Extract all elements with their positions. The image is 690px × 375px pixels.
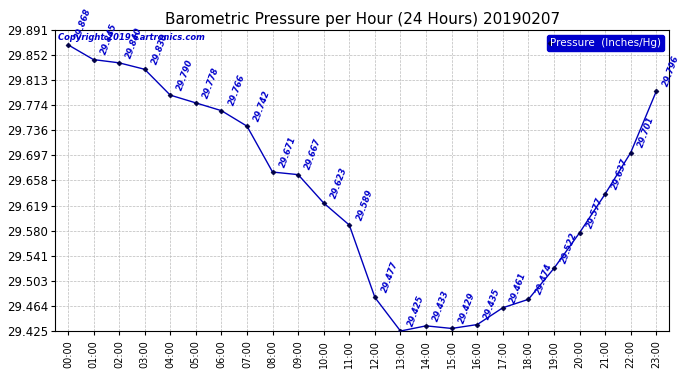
Pressure  (Inches/Hg) [217, 108, 226, 113]
Pressure  (Inches/Hg) [192, 100, 200, 105]
Pressure  (Inches/Hg) [115, 61, 124, 65]
Text: 29.868: 29.868 [73, 8, 93, 41]
Pressure  (Inches/Hg) [524, 297, 533, 302]
Text: 29.435: 29.435 [483, 287, 502, 321]
Pressure  (Inches/Hg) [294, 172, 302, 177]
Text: 29.766: 29.766 [227, 74, 246, 107]
Text: 29.477: 29.477 [380, 260, 400, 294]
Text: 29.461: 29.461 [509, 271, 528, 304]
Pressure  (Inches/Hg) [166, 93, 175, 98]
Text: 29.742: 29.742 [253, 89, 272, 123]
Text: 29.840: 29.840 [125, 26, 144, 59]
Text: 29.830: 29.830 [150, 32, 170, 66]
Line: Pressure  (Inches/Hg): Pressure (Inches/Hg) [66, 43, 658, 333]
Pressure  (Inches/Hg) [371, 295, 379, 300]
Text: 29.577: 29.577 [585, 196, 604, 229]
Text: 29.790: 29.790 [176, 58, 195, 92]
Pressure  (Inches/Hg) [422, 324, 430, 328]
Text: 29.522: 29.522 [560, 231, 579, 265]
Pressure  (Inches/Hg) [575, 231, 584, 235]
Text: 29.845: 29.845 [99, 22, 119, 56]
Pressure  (Inches/Hg) [90, 57, 98, 62]
Pressure  (Inches/Hg) [550, 266, 558, 271]
Text: 29.667: 29.667 [304, 138, 324, 171]
Pressure  (Inches/Hg) [652, 89, 660, 93]
Pressure  (Inches/Hg) [396, 329, 404, 333]
Text: 29.589: 29.589 [355, 188, 375, 222]
Pressure  (Inches/Hg) [345, 223, 353, 227]
Pressure  (Inches/Hg) [473, 322, 482, 327]
Text: 29.637: 29.637 [611, 157, 630, 190]
Text: 29.433: 29.433 [432, 289, 451, 322]
Text: 29.671: 29.671 [278, 135, 297, 168]
Text: 29.425: 29.425 [406, 294, 426, 327]
Title: Barometric Pressure per Hour (24 Hours) 20190207: Barometric Pressure per Hour (24 Hours) … [164, 12, 560, 27]
Text: 29.701: 29.701 [636, 116, 656, 149]
Pressure  (Inches/Hg) [627, 150, 635, 155]
Pressure  (Inches/Hg) [601, 192, 609, 196]
Legend: Pressure  (Inches/Hg): Pressure (Inches/Hg) [546, 35, 664, 51]
Pressure  (Inches/Hg) [268, 170, 277, 174]
Text: Copyright 2019 Cartronics.com: Copyright 2019 Cartronics.com [58, 33, 205, 42]
Pressure  (Inches/Hg) [141, 67, 149, 72]
Pressure  (Inches/Hg) [499, 306, 507, 310]
Text: 29.429: 29.429 [457, 291, 477, 325]
Text: 29.796: 29.796 [662, 54, 682, 88]
Pressure  (Inches/Hg) [243, 124, 251, 128]
Pressure  (Inches/Hg) [448, 326, 456, 331]
Text: 29.474: 29.474 [534, 262, 553, 296]
Pressure  (Inches/Hg) [63, 42, 72, 47]
Text: 29.623: 29.623 [329, 166, 349, 200]
Text: 29.778: 29.778 [201, 66, 221, 99]
Pressure  (Inches/Hg) [319, 201, 328, 206]
